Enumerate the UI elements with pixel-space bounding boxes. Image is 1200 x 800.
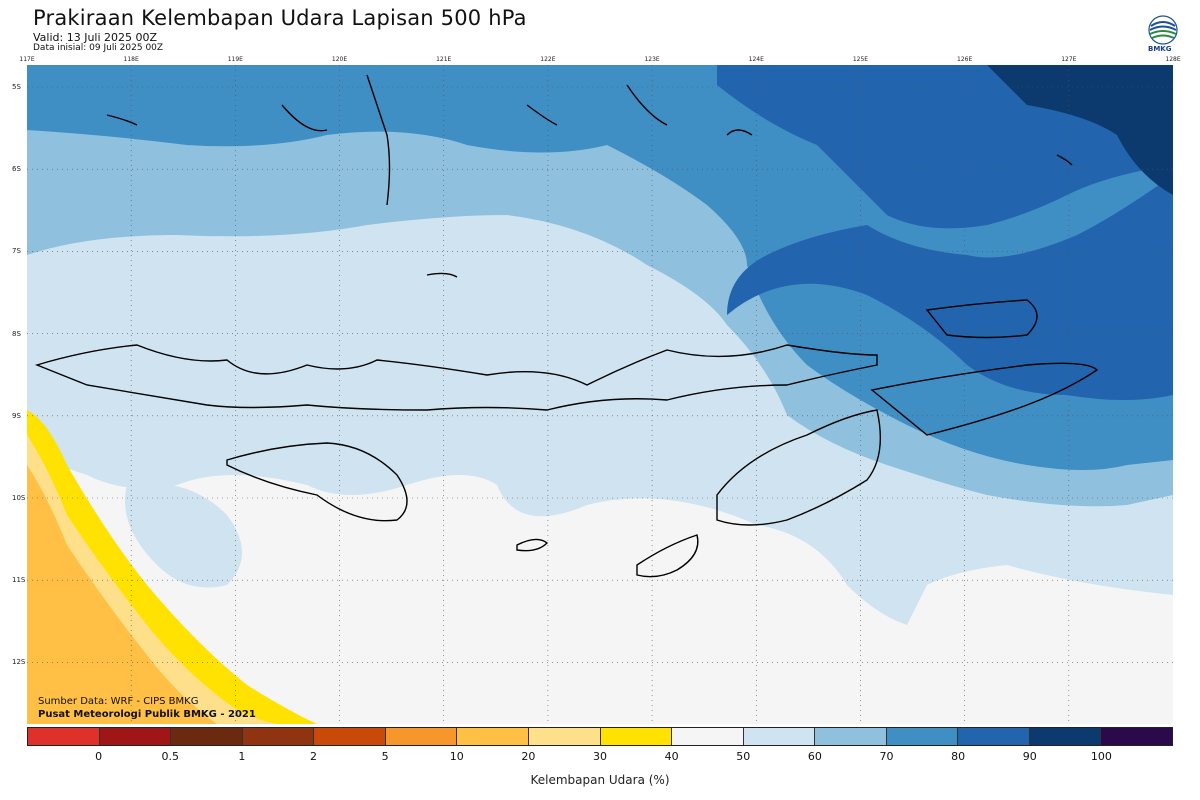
colorbar-segment [171, 728, 243, 745]
zone-90-100 [987, 65, 1173, 195]
lat-label: 9S [12, 411, 21, 420]
colorbar-segment [1101, 728, 1172, 745]
lat-label: 11S [12, 576, 26, 585]
lon-label: 125E [852, 56, 869, 63]
lat-label: 7S [12, 247, 21, 256]
colorbar-tick-label: 100 [1090, 750, 1112, 763]
zone-50-60-blob [125, 483, 242, 588]
colorbar-segment [958, 728, 1030, 745]
colorbar-segment [886, 728, 959, 745]
colorbar-tick-label: 60 [807, 750, 822, 763]
coast-sawu [516, 538, 549, 552]
colorbar [27, 727, 1173, 746]
lon-label: 120E [331, 56, 348, 63]
init-time: Data inisial: 09 Juli 2025 00Z [33, 43, 164, 53]
colorbar-segment [815, 728, 887, 745]
colorbar-tick-label: 70 [879, 750, 894, 763]
lon-label: 119E [227, 56, 243, 63]
map-title: Prakiraan Kelembapan Udara Lapisan 500 h… [33, 6, 527, 30]
colorbar-segment [457, 728, 529, 745]
lat-label: 8S [12, 329, 21, 338]
colorbar-segment [99, 728, 172, 745]
lon-label: 128E [1165, 56, 1181, 63]
logo-text: BMKG [1148, 45, 1172, 53]
colorbar-tick-label: 20 [521, 750, 536, 763]
colorbar-title: Kelembapan Udara (%) [530, 773, 670, 787]
coast-sumba [226, 442, 408, 522]
lat-label: 5S [12, 83, 21, 91]
colorbar-segment [385, 728, 458, 745]
coast-timor [716, 409, 882, 526]
colorbar-segment [28, 728, 100, 745]
lat-label: 6S [12, 165, 21, 174]
bmkg-logo-icon [1148, 15, 1178, 45]
lon-label: 118E [123, 56, 139, 63]
lon-label: 124E [748, 56, 764, 63]
colorbar-tick-label: 2 [310, 750, 317, 763]
colorbar-segment [672, 728, 744, 745]
colorbar-segment [314, 728, 386, 745]
colorbar-tick-label: 40 [664, 750, 679, 763]
colorbar-tick-label: 50 [736, 750, 751, 763]
lon-label: 122E [540, 56, 556, 63]
colorbar-tick-label: 90 [1022, 750, 1037, 763]
coast-sulawesi [281, 74, 668, 206]
coast-wetar [870, 362, 1099, 436]
colorbar-segment [743, 728, 816, 745]
coast-flores-ext [925, 299, 1038, 339]
zone-80-90 [717, 65, 1173, 400]
lat-label: 12S [12, 658, 26, 667]
colorbar-tick-label: 5 [381, 750, 389, 763]
lon-label: 126E [957, 56, 973, 63]
colorbar-tick-label: 0.5 [161, 750, 180, 763]
valid-time: Valid: 13 Juli 2025 00Z [33, 31, 158, 44]
colorbar-tick-label: 0 [95, 750, 103, 763]
colorbar-tick-label: 30 [593, 750, 607, 763]
lon-label: 121E [436, 56, 452, 63]
coast-islets [106, 114, 1073, 278]
colorbar-tick-label: 10 [449, 750, 464, 763]
colorbar-segment [600, 728, 673, 745]
organization: Pusat Meteorologi Publik BMKG - 2021 [38, 709, 256, 720]
colorbar-tick-label: 80 [951, 750, 966, 763]
humidity-map [27, 65, 1173, 724]
colorbar-tick-label: 1 [238, 750, 246, 763]
coastlines [34, 74, 1099, 578]
colorbar-segment [528, 728, 601, 745]
coast-lombok-sumbawa [34, 344, 878, 411]
zone-10-20 [27, 465, 217, 724]
colorbar-segment [1029, 728, 1102, 745]
data-source: Sumber Data: WRF - CIPS BMKG [38, 696, 199, 707]
lat-label: 10S [12, 494, 26, 502]
lon-label: 117E [19, 56, 35, 63]
colorbar-segment [242, 728, 315, 745]
coast-rote [636, 534, 699, 578]
lon-label: 127E [1061, 56, 1077, 63]
lon-label: 123E [644, 56, 660, 63]
